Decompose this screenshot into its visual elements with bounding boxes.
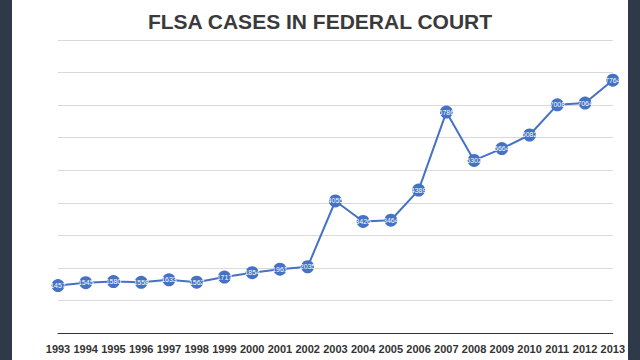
svg-text:2009: 2009 xyxy=(490,343,514,355)
svg-text:2006: 2006 xyxy=(406,343,430,355)
svg-text:2005: 2005 xyxy=(379,343,403,355)
svg-text:5302: 5302 xyxy=(466,157,482,164)
svg-text:1633: 1633 xyxy=(161,276,177,283)
svg-text:1558: 1558 xyxy=(133,279,149,286)
svg-text:3426: 3426 xyxy=(355,218,371,225)
svg-text:2012: 2012 xyxy=(573,343,597,355)
svg-text:1999: 1999 xyxy=(212,343,236,355)
svg-text:1995: 1995 xyxy=(101,343,125,355)
svg-text:2011: 2011 xyxy=(545,343,569,355)
svg-text:2013: 2013 xyxy=(601,343,625,355)
svg-text:1717: 1717 xyxy=(217,274,233,281)
svg-text:4055: 4055 xyxy=(328,197,344,204)
svg-text:5664: 5664 xyxy=(494,145,510,152)
svg-text:2035: 2035 xyxy=(300,263,316,270)
svg-text:6786: 6786 xyxy=(439,109,455,116)
svg-text:FLSA CASES IN FEDERAL COURT: FLSA CASES IN FEDERAL COURT xyxy=(148,10,492,33)
svg-text:1961: 1961 xyxy=(272,266,288,273)
svg-text:2003: 2003 xyxy=(323,343,347,355)
svg-text:3464: 3464 xyxy=(383,217,399,224)
svg-text:1997: 1997 xyxy=(157,343,181,355)
svg-text:2000: 2000 xyxy=(240,343,264,355)
svg-text:1998: 1998 xyxy=(184,343,208,355)
svg-text:7008: 7008 xyxy=(549,101,565,108)
svg-text:1545: 1545 xyxy=(78,279,94,286)
svg-text:6082: 6082 xyxy=(522,131,538,138)
svg-text:1562: 1562 xyxy=(189,279,205,286)
svg-text:4389: 4389 xyxy=(411,187,427,194)
svg-text:2001: 2001 xyxy=(268,343,292,355)
svg-text:2010: 2010 xyxy=(517,343,541,355)
svg-text:1854: 1854 xyxy=(244,269,260,276)
svg-text:7764: 7764 xyxy=(605,77,621,84)
svg-text:1996: 1996 xyxy=(129,343,153,355)
svg-text:2008: 2008 xyxy=(462,343,486,355)
svg-text:1580: 1580 xyxy=(106,278,122,285)
svg-text:1994: 1994 xyxy=(73,343,98,355)
svg-text:1993: 1993 xyxy=(46,343,70,355)
svg-text:7064: 7064 xyxy=(577,100,593,107)
svg-text:2007: 2007 xyxy=(434,343,458,355)
svg-text:1457: 1457 xyxy=(50,282,66,289)
svg-text:2002: 2002 xyxy=(295,343,319,355)
svg-text:2004: 2004 xyxy=(351,343,376,355)
